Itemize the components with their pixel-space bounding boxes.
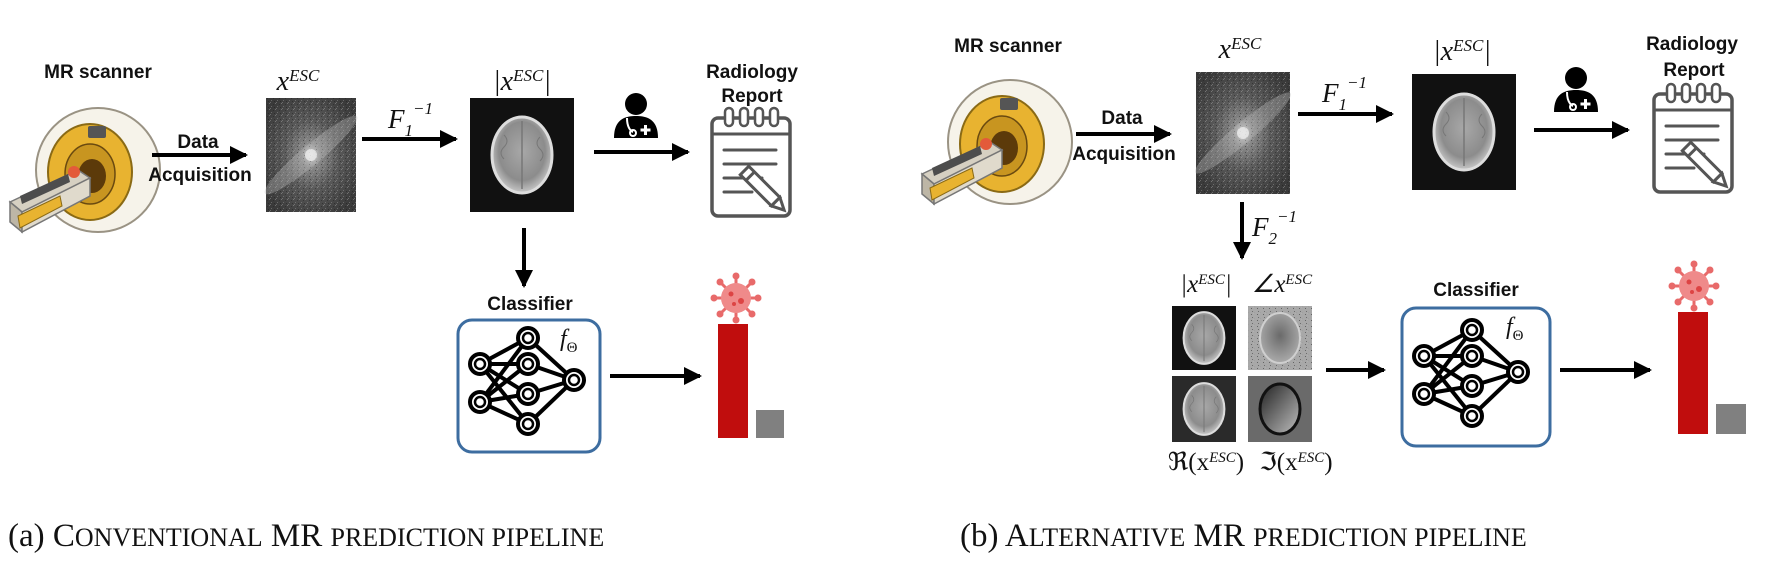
panel-b: MR scanner Data Acquisition xESC F1−1 |x… <box>921 34 1746 554</box>
grid-real-image <box>1172 376 1236 442</box>
kspace-label: xESC <box>276 66 320 98</box>
caption-b: (b) ALTERNATIVE MR PREDICTION PIPELINE <box>960 518 1527 554</box>
classifier-label-b: Classifier <box>1433 280 1519 301</box>
transform-label: F1−1 <box>387 99 433 140</box>
kspace-label-b: xESC <box>1218 34 1262 66</box>
magnitude-label: |xESC| <box>493 66 551 98</box>
acquisition-label-1-b: Data <box>1101 108 1143 129</box>
mr-scanner-icon-b <box>921 79 1073 205</box>
kspace-image-b <box>1195 72 1291 194</box>
bar-negative-b <box>1716 404 1746 434</box>
report-label-1-b: Radiology <box>1646 34 1738 55</box>
panel-a: MR scanner Data Acquisition xESC F1−1 |x… <box>8 62 798 554</box>
classifier-box <box>456 318 602 454</box>
transform1-label: F1−1 <box>1321 73 1367 114</box>
doctor-icon-b <box>1553 66 1599 113</box>
virus-icon <box>709 271 763 325</box>
mr-scanner-icon <box>9 107 161 233</box>
caption-a: (a) CONVENTIONAL MR PREDICTION PIPELINE <box>8 518 604 554</box>
clipboard-report-icon-b <box>1652 82 1734 194</box>
bar-positive <box>718 324 748 438</box>
scanner-label-b: MR scanner <box>954 36 1062 57</box>
grid-magnitude-label: |xESC| <box>1180 271 1232 298</box>
acquisition-label-2: Acquisition <box>148 165 251 186</box>
acquisition-label-1: Data <box>177 132 219 153</box>
report-label-2-b: Report <box>1663 60 1725 81</box>
scanner-label: MR scanner <box>44 62 152 83</box>
magnitude-label-b: |xESC| <box>1433 36 1491 68</box>
report-label-1: Radiology <box>706 62 798 83</box>
transform2-label: F2−1 <box>1251 207 1297 248</box>
clipboard-report-icon <box>710 106 792 218</box>
classifier-label: Classifier <box>487 294 573 315</box>
grid-imaginary-image <box>1248 376 1312 442</box>
bar-positive-b <box>1678 312 1708 434</box>
grid-phase-image <box>1248 306 1312 370</box>
grid-magnitude-image <box>1172 306 1236 370</box>
virus-icon-b <box>1667 259 1721 313</box>
magnitude-image <box>470 98 574 212</box>
grid-imaginary-label: ℑ(xESC) <box>1259 449 1332 476</box>
magnitude-image-b <box>1412 74 1516 190</box>
classifier-func-b: fΘ <box>1506 314 1524 344</box>
doctor-icon <box>613 92 659 139</box>
classifier-func: fΘ <box>560 326 578 356</box>
bar-negative <box>756 410 784 438</box>
grid-phase-label: ∠xESC <box>1252 271 1313 298</box>
report-label-2: Report <box>721 86 783 107</box>
classifier-box-b <box>1400 306 1552 448</box>
kspace-image <box>264 98 358 212</box>
acquisition-label-2-b: Acquisition <box>1072 144 1175 165</box>
grid-real-label: ℜ(xESC) <box>1168 449 1244 476</box>
